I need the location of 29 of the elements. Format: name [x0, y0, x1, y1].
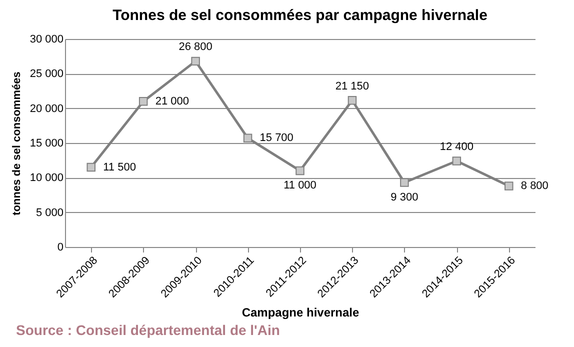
data-label: 11 500 [103, 161, 136, 174]
chart-title: Tonnes de sel consommées par campagne hivernale [112, 7, 488, 24]
y-tick-label: 5 000 [36, 206, 64, 219]
y-tick-label: 15 000 [30, 138, 64, 150]
y-tick-label: 10 000 [30, 172, 64, 184]
point [504, 182, 514, 190]
point [348, 96, 357, 105]
point [296, 166, 304, 176]
point [138, 97, 148, 106]
data-label: 21 150 [335, 80, 370, 92]
point [191, 56, 200, 66]
data-label: 21 000 [155, 95, 189, 108]
data-label: 15 700 [260, 132, 294, 144]
y-tick-label: 30 000 [30, 34, 64, 46]
y-tick-label: 25 000 [30, 68, 64, 80]
point [400, 178, 409, 187]
data-label: 12 400 [440, 141, 474, 154]
y-tick-label: 0 [57, 242, 64, 254]
source-note: Source : Conseil départemental de l'Ain [16, 322, 280, 338]
data-label: 26 800 [178, 41, 212, 54]
point [86, 162, 96, 172]
point [452, 156, 462, 166]
data-label: 11 000 [284, 180, 316, 192]
data-label: 8 800 [520, 180, 548, 192]
point [243, 134, 252, 143]
y-tick-label: 20 000 [30, 102, 64, 115]
data-label: 9 300 [390, 192, 418, 204]
y-axis-title: tonnes de sel consommées [10, 72, 23, 216]
x-axis-title: Campagne hivernale [242, 305, 360, 320]
